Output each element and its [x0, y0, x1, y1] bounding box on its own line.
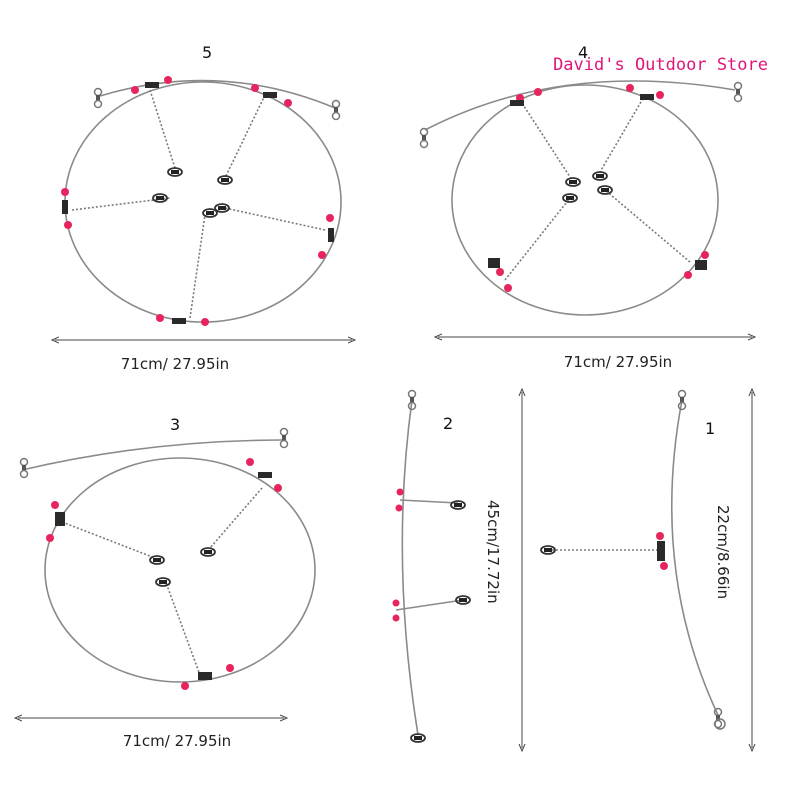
- rig-4-measurement: 71cm/ 27.95in: [564, 353, 672, 371]
- rig-4: 4 71cm/ 27.95in: [419, 43, 753, 371]
- rig-2-measurement: 45cm/17.72in: [484, 500, 502, 604]
- rig-5-wire-loop: [64, 81, 342, 323]
- rig-5-measurement: 71cm/ 27.95in: [121, 355, 229, 373]
- rig-3-wire-loop: [44, 457, 316, 683]
- rig-5-main-line: [99, 79, 336, 109]
- rig-1-main-line: [670, 399, 719, 716]
- rig-3-main-line: [21, 439, 286, 471]
- rig-2-number: 2: [443, 414, 453, 433]
- rig-4-wire-loop: [451, 84, 719, 316]
- rig-1-measurement: 22cm/8.66in: [714, 505, 732, 599]
- rig-1: 1 22cm/8.66in: [540, 391, 752, 749]
- rig-2-main-line: [401, 399, 419, 736]
- rig-5-number: 5: [202, 43, 212, 62]
- rig-2: 2 45cm/17.72in: [392, 391, 523, 749]
- rig-3-number: 3: [170, 415, 180, 434]
- rig-4-number: 4: [578, 43, 588, 62]
- store-watermark: David's Outdoor Store: [553, 55, 768, 75]
- rig-3: 3 71cm/ 27.95in: [18, 415, 316, 750]
- rig-1-number: 1: [705, 419, 715, 438]
- rig-4-main-line: [424, 80, 736, 131]
- rig-3-measurement: 71cm/ 27.95in: [123, 732, 231, 750]
- rig-5: 5 71cm/ 27.95in: [55, 43, 352, 373]
